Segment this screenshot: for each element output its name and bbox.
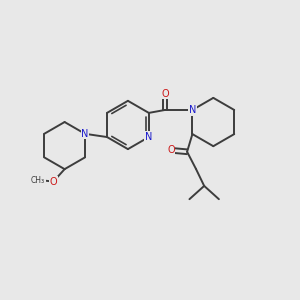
Text: N: N [189,105,196,115]
Text: CH₃: CH₃ [31,176,45,184]
Text: N: N [145,132,152,142]
Text: O: O [50,176,57,187]
Text: O: O [161,89,169,99]
Text: O: O [167,145,175,155]
Text: N: N [81,129,89,139]
